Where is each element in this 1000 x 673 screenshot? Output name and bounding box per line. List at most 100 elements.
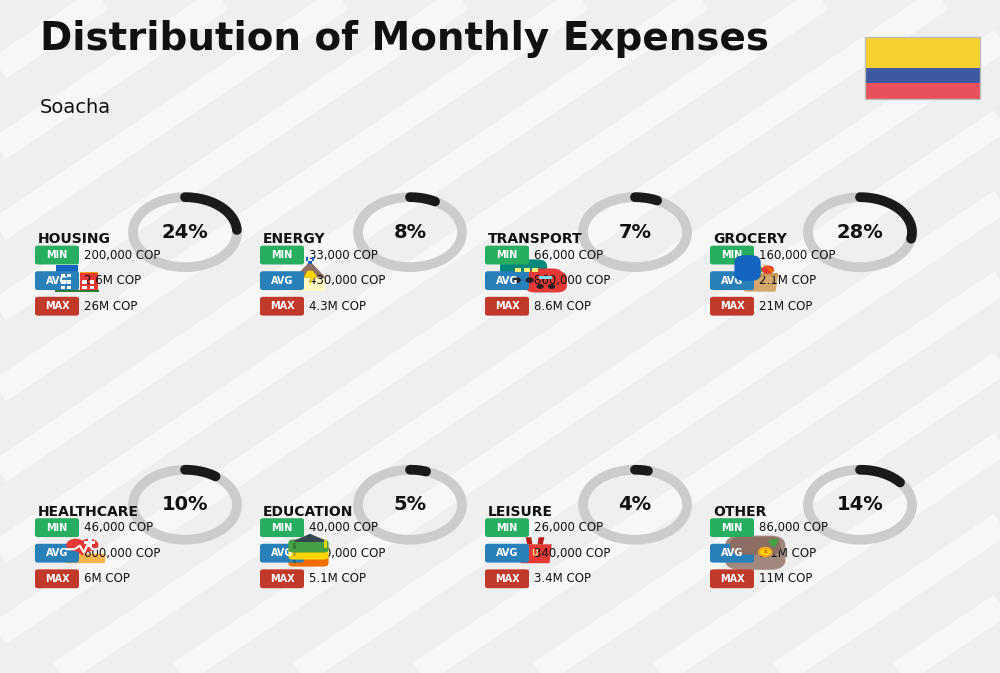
Text: AVG: AVG bbox=[496, 548, 518, 558]
FancyBboxPatch shape bbox=[485, 544, 529, 563]
FancyBboxPatch shape bbox=[865, 37, 980, 68]
FancyBboxPatch shape bbox=[288, 540, 329, 553]
Text: 2.1M COP: 2.1M COP bbox=[759, 274, 816, 287]
Text: 6M COP: 6M COP bbox=[84, 572, 130, 586]
Text: ENERGY: ENERGY bbox=[263, 232, 326, 246]
FancyBboxPatch shape bbox=[260, 297, 304, 316]
Text: HEALTHCARE: HEALTHCARE bbox=[38, 505, 139, 519]
FancyBboxPatch shape bbox=[710, 271, 754, 290]
Text: TRANSPORT: TRANSPORT bbox=[488, 232, 583, 246]
Text: Distribution of Monthly Expenses: Distribution of Monthly Expenses bbox=[40, 20, 769, 58]
Text: 200,000 COP: 200,000 COP bbox=[84, 248, 160, 262]
FancyBboxPatch shape bbox=[539, 276, 552, 279]
Text: AVG: AVG bbox=[271, 548, 293, 558]
Text: 3.4M COP: 3.4M COP bbox=[534, 572, 591, 586]
Circle shape bbox=[80, 538, 99, 551]
Text: U: U bbox=[532, 549, 538, 558]
Text: 40,000 COP: 40,000 COP bbox=[309, 521, 378, 534]
Text: 26M COP: 26M COP bbox=[84, 299, 137, 313]
Text: 21M COP: 21M COP bbox=[759, 299, 812, 313]
FancyBboxPatch shape bbox=[79, 290, 99, 292]
FancyBboxPatch shape bbox=[88, 537, 92, 546]
Text: 510,000 COP: 510,000 COP bbox=[309, 546, 385, 560]
Circle shape bbox=[548, 284, 555, 289]
Text: MIN: MIN bbox=[721, 523, 743, 532]
Circle shape bbox=[526, 277, 534, 283]
Text: $: $ bbox=[763, 549, 767, 555]
FancyBboxPatch shape bbox=[82, 286, 87, 289]
FancyBboxPatch shape bbox=[710, 569, 754, 588]
Text: EDUCATION: EDUCATION bbox=[263, 505, 353, 519]
Text: 430,000 COP: 430,000 COP bbox=[309, 274, 385, 287]
Text: 11M COP: 11M COP bbox=[759, 572, 812, 586]
FancyBboxPatch shape bbox=[734, 255, 761, 281]
Polygon shape bbox=[68, 545, 97, 555]
Text: 46,000 COP: 46,000 COP bbox=[84, 521, 153, 534]
FancyBboxPatch shape bbox=[82, 280, 87, 283]
FancyBboxPatch shape bbox=[532, 551, 547, 563]
Text: MAX: MAX bbox=[495, 302, 519, 311]
FancyBboxPatch shape bbox=[293, 550, 296, 556]
FancyBboxPatch shape bbox=[35, 271, 79, 290]
Polygon shape bbox=[526, 537, 532, 544]
FancyBboxPatch shape bbox=[55, 290, 79, 292]
FancyBboxPatch shape bbox=[260, 569, 304, 588]
FancyBboxPatch shape bbox=[308, 260, 312, 264]
Text: Soacha: Soacha bbox=[40, 98, 111, 116]
FancyBboxPatch shape bbox=[485, 518, 529, 537]
Text: AVG: AVG bbox=[496, 276, 518, 285]
Text: 2.6M COP: 2.6M COP bbox=[84, 274, 141, 287]
Text: 24%: 24% bbox=[162, 223, 208, 242]
Text: MAX: MAX bbox=[270, 574, 294, 583]
Text: 4.3M COP: 4.3M COP bbox=[309, 299, 366, 313]
FancyBboxPatch shape bbox=[295, 540, 325, 542]
Polygon shape bbox=[293, 534, 327, 541]
FancyBboxPatch shape bbox=[730, 537, 780, 555]
FancyBboxPatch shape bbox=[35, 246, 79, 264]
Text: GROCERY: GROCERY bbox=[713, 232, 787, 246]
Text: MAX: MAX bbox=[720, 302, 744, 311]
Text: 26,000 COP: 26,000 COP bbox=[534, 521, 603, 534]
FancyBboxPatch shape bbox=[56, 265, 78, 291]
FancyBboxPatch shape bbox=[485, 569, 529, 588]
FancyBboxPatch shape bbox=[90, 286, 94, 289]
FancyBboxPatch shape bbox=[532, 268, 538, 273]
Polygon shape bbox=[294, 261, 326, 278]
Text: AVG: AVG bbox=[271, 276, 293, 285]
Circle shape bbox=[513, 277, 521, 283]
FancyBboxPatch shape bbox=[485, 297, 529, 316]
Text: MIN: MIN bbox=[271, 523, 293, 532]
Text: 1.1M COP: 1.1M COP bbox=[759, 546, 816, 560]
Text: 66,000 COP: 66,000 COP bbox=[534, 248, 603, 262]
Circle shape bbox=[762, 265, 774, 274]
FancyBboxPatch shape bbox=[90, 280, 94, 283]
Text: 5.1M COP: 5.1M COP bbox=[309, 572, 366, 586]
Text: OTHER: OTHER bbox=[713, 505, 766, 519]
FancyBboxPatch shape bbox=[742, 273, 778, 276]
Circle shape bbox=[747, 264, 763, 275]
FancyBboxPatch shape bbox=[525, 271, 567, 293]
FancyBboxPatch shape bbox=[485, 271, 529, 290]
Polygon shape bbox=[64, 554, 106, 563]
FancyBboxPatch shape bbox=[67, 280, 71, 283]
Polygon shape bbox=[742, 274, 778, 291]
FancyBboxPatch shape bbox=[288, 553, 329, 567]
Text: HOUSING: HOUSING bbox=[38, 232, 111, 246]
FancyBboxPatch shape bbox=[260, 518, 304, 537]
FancyBboxPatch shape bbox=[260, 544, 304, 563]
FancyBboxPatch shape bbox=[293, 543, 296, 549]
FancyBboxPatch shape bbox=[524, 268, 530, 273]
FancyBboxPatch shape bbox=[260, 271, 304, 290]
Text: 4%: 4% bbox=[618, 495, 652, 514]
Polygon shape bbox=[538, 537, 544, 544]
Polygon shape bbox=[518, 544, 552, 563]
FancyBboxPatch shape bbox=[865, 83, 980, 99]
Text: AVG: AVG bbox=[721, 548, 743, 558]
FancyBboxPatch shape bbox=[35, 518, 79, 537]
FancyBboxPatch shape bbox=[260, 246, 304, 264]
Polygon shape bbox=[304, 271, 318, 286]
Text: MAX: MAX bbox=[45, 574, 69, 583]
Text: MIN: MIN bbox=[271, 250, 293, 260]
Text: 14%: 14% bbox=[837, 495, 883, 514]
FancyBboxPatch shape bbox=[293, 557, 296, 563]
